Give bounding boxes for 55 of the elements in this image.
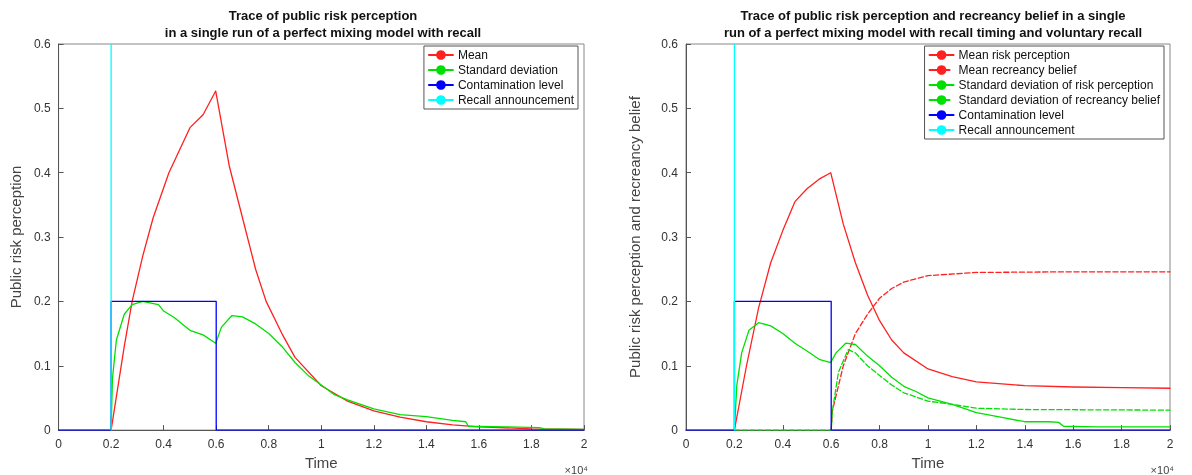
x-tick-label: 1 [924,437,932,452]
y-tick-label: 0.5 [33,101,51,116]
x-tick-label: 1.8 [523,437,541,452]
line-series [733,172,1171,431]
x-axis-title: Time [911,454,945,471]
y-tick-label: 0 [671,423,679,438]
x-tick-label: 1.6 [470,437,488,452]
legend-label: Mean [457,48,488,62]
x-tick-label: 0.2 [102,437,120,452]
y-tick-label: 0.5 [661,101,679,116]
x-tick-label: 0.6 [822,437,840,452]
x-tick-label: 1.2 [365,437,383,452]
x-tick-label: 2 [1166,437,1174,452]
y-tick-label: 0.6 [33,37,51,51]
x-axis-title: Time [304,454,338,471]
legend-label: Recall announcement [958,123,1076,137]
x-tick-label: 1 [317,437,325,452]
y-axis-title: Public risk perception and recreancy belief [626,95,643,378]
x-tick-label: 1.4 [1016,437,1034,452]
x-tick-label: 0 [55,437,63,452]
x-tick-label: 0.4 [155,437,173,452]
legend-label: Contamination level [457,78,564,92]
y-tick-label: 0 [43,423,51,438]
chart-title: Trace of public risk perception and recreancy belief in a single run of a perfect mixing model with recall timing and voluntary recall [723,8,1143,40]
y-tick-label: 0.6 [661,37,679,51]
legend-label: Recall announcement [457,93,575,107]
x-tick-label: 2 [580,437,588,452]
y-tick-label: 0.2 [33,294,51,309]
y-tick-label: 0.3 [33,230,51,245]
chart-title: Trace of public risk perception in a single run of a perfect mixing model with recall [164,8,482,40]
y-tick-label: 0.1 [661,358,679,373]
legend-label: Mean recreancy belief [958,63,1078,77]
y-tick-label: 0.1 [33,358,51,373]
legend-label: Standard deviation [457,63,558,77]
y-tick-label: 0.4 [661,165,679,180]
legend-label: Standard deviation of risk perception [958,78,1154,92]
legend-label: Contamination level [958,108,1064,122]
x-tick-label: 0.8 [260,437,278,452]
x-tick-label: 0 [682,437,690,452]
x-tick-label: 0.6 [207,437,225,452]
x-tick-label: 1.8 [1113,437,1131,452]
x-tick-label: 1.6 [1064,437,1082,452]
text: ×10⁴ [564,463,589,475]
x-tick-label: 0.2 [726,437,744,452]
legend-label: Standard deviation of recreancy belief [958,93,1161,107]
y-tick-label: 0.2 [661,294,679,309]
x-tick-label: 1.4 [418,437,436,452]
x-tick-label: 0.4 [774,437,792,452]
text: ×10⁴ [1150,463,1175,475]
y-tick-label: 0.3 [661,230,679,245]
x-tick-label: 0.8 [871,437,889,452]
y-axis-title: Public risk perception [7,165,24,309]
y-tick-label: 0.4 [33,165,51,180]
x-tick-label: 1.2 [968,437,986,452]
legend-label: Mean risk perception [958,48,1070,62]
